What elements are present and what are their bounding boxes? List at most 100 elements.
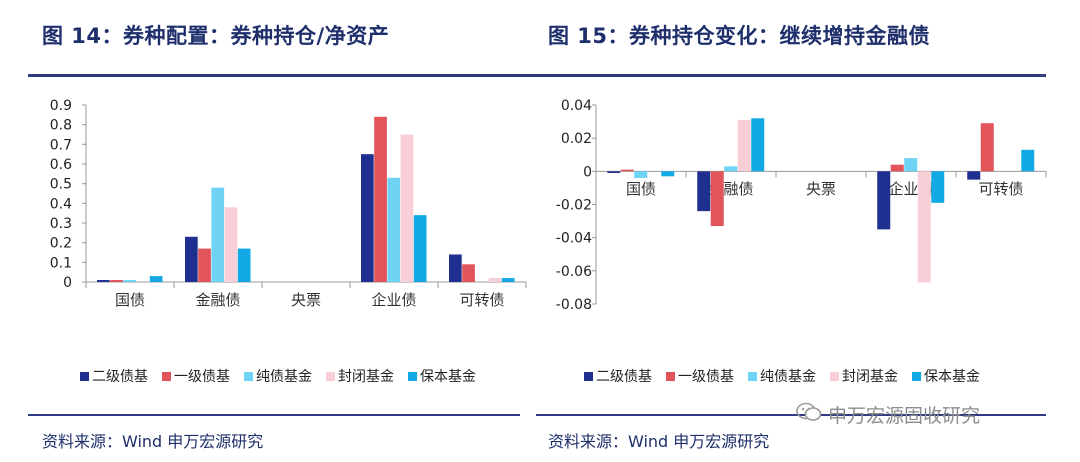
chart-1-category-label: 国债 — [626, 180, 656, 198]
legend-item: 二级债基 — [584, 366, 652, 386]
chart-0-bar-二级债基 — [449, 254, 462, 282]
chart-1-bar-二级债基 — [607, 171, 621, 173]
chart-1-category-label: 可转债 — [978, 180, 1023, 198]
chart-0-bar-封闭基金 — [488, 278, 502, 282]
chart-1-y-tick-label: -0.06 — [556, 264, 592, 280]
chart-0-bar-一级债基 — [110, 280, 123, 282]
legend-label: 一级债基 — [174, 369, 230, 385]
figure-14-source: 资料来源：Wind 申万宏源研究 — [42, 432, 264, 451]
chart-0-bar-保本基金 — [413, 215, 427, 282]
legend-label: 封闭基金 — [338, 369, 394, 385]
legend-label: 二级债基 — [92, 369, 148, 385]
chart-0-bar-二级债基 — [185, 236, 198, 282]
legend-item: 一级债基 — [666, 366, 734, 386]
chart-0-category-label: 央票 — [291, 291, 321, 309]
chart-1-bar-封闭基金 — [737, 119, 751, 172]
chart-1-y-tick-label: -0.08 — [556, 297, 592, 313]
legend-item: 一级债基 — [162, 366, 230, 386]
legend-label: 一级债基 — [678, 369, 734, 385]
chart-1-bar-二级债基 — [877, 171, 891, 230]
chart-0-y-tick-label: 0.3 — [50, 216, 72, 232]
chart-1-y-tick-label: -0.02 — [556, 198, 592, 214]
chart-1-bar-二级债基 — [967, 171, 981, 180]
legend-swatch — [162, 371, 171, 381]
chart-0-bar-一级债基 — [374, 116, 387, 282]
chart-0-category-label: 金融债 — [195, 291, 240, 309]
legend-label: 纯债基金 — [256, 369, 312, 385]
chart-0-bar-保本基金 — [237, 248, 251, 282]
chart-0-y-tick-label: 0.2 — [50, 236, 72, 252]
chart-15-legend: 二级债基 一级债基 纯债基金 封闭基金 保本基金 — [584, 366, 980, 386]
footer-rule-right — [536, 414, 1046, 416]
chart-1-bar-一级债基 — [710, 171, 724, 227]
chart-1-bar-一级债基 — [980, 123, 994, 172]
chart-0-category-label: 国债 — [115, 291, 145, 309]
chart-0-category-label: 可转债 — [459, 291, 504, 309]
legend-swatch — [244, 371, 253, 381]
legend-label: 纯债基金 — [760, 369, 816, 385]
chart-0-y-tick-label: 0.6 — [50, 157, 72, 173]
figure-15-source: 资料来源：Wind 申万宏源研究 — [548, 432, 770, 451]
legend-swatch — [584, 371, 593, 381]
chart-1-bar-保本基金 — [661, 171, 675, 177]
chart-0-y-tick-label: 0.9 — [50, 98, 72, 114]
footer-rule-left — [28, 414, 520, 416]
legend-swatch — [408, 371, 417, 381]
legend-item: 纯债基金 — [244, 366, 312, 386]
legend-label: 封闭基金 — [842, 369, 898, 385]
chart-0-bar-保本基金 — [149, 276, 163, 282]
legend-item: 封闭基金 — [830, 366, 898, 386]
chart-0-bar-一级债基 — [462, 264, 475, 282]
chart-0-y-tick-label: 0.7 — [50, 137, 72, 153]
chart-1-bar-二级债基 — [697, 171, 711, 212]
chart-1-bar-一级债基 — [620, 169, 634, 172]
chart-0-bar-二级债基 — [361, 154, 374, 282]
legend-swatch — [912, 371, 921, 381]
chart-0-bar-封闭基金 — [224, 207, 238, 282]
chart-0-bar-一级债基 — [198, 248, 211, 282]
legend-item: 二级债基 — [80, 366, 148, 386]
chart-0-y-tick-label: 0.8 — [50, 118, 72, 134]
chart-1-y-tick-label: 0 — [583, 164, 592, 180]
watermark-text: 申万宏源固收研究 — [828, 405, 981, 427]
figure-14-title: 图 14：券种配置：券种持仓/净资产 — [42, 24, 390, 48]
chart-0-y-tick-label: 0.1 — [50, 255, 72, 271]
chart-1-bar-纯债基金 — [904, 158, 918, 172]
legend-swatch — [748, 371, 757, 381]
legend-swatch — [80, 371, 89, 381]
legend-label: 保本基金 — [924, 369, 980, 385]
chart-1-bar-纯债基金 — [634, 171, 648, 178]
legend-swatch — [326, 371, 335, 381]
wechat-icon — [796, 402, 822, 427]
chart-0-y-tick-label: 0 — [63, 275, 72, 291]
chart-0-category-label: 企业债 — [371, 291, 416, 309]
legend-item: 纯债基金 — [748, 366, 816, 386]
chart-1-bar-封闭基金 — [917, 171, 931, 283]
chart-14-legend: 二级债基 一级债基 纯债基金 封闭基金 保本基金 — [80, 366, 476, 386]
chart-1-y-tick-label: 0.02 — [561, 131, 592, 147]
chart-1-y-tick-label: 0.04 — [561, 98, 592, 114]
header-rule — [28, 74, 1046, 77]
figure-15-title: 图 15：券种持仓变化：继续增持金融债 — [548, 24, 931, 48]
chart-1-bar-保本基金 — [931, 171, 945, 203]
chart-0-bar-纯债基金 — [211, 187, 225, 282]
chart-1-category-label: 央票 — [806, 180, 836, 198]
watermark: 申万宏源固收研究 — [796, 401, 980, 428]
legend-item: 封闭基金 — [326, 366, 394, 386]
chart-1-y-tick-label: -0.04 — [556, 231, 592, 247]
chart-0-bar-封闭基金 — [400, 134, 414, 282]
chart-0-bar-纯债基金 — [387, 177, 401, 282]
legend-item: 保本基金 — [912, 366, 980, 386]
chart-0-bar-纯债基金 — [123, 280, 137, 282]
legend-label: 二级债基 — [596, 369, 652, 385]
legend-swatch — [830, 371, 839, 381]
chart-1-bar-保本基金 — [1021, 149, 1035, 172]
chart-0-bar-二级债基 — [97, 280, 110, 282]
legend-label: 保本基金 — [420, 369, 476, 385]
chart-0-y-tick-label: 0.5 — [50, 177, 72, 193]
chart-0-bar-保本基金 — [501, 278, 515, 282]
legend-item: 保本基金 — [408, 366, 476, 386]
legend-swatch — [666, 371, 675, 381]
chart-1-bar-纯债基金 — [724, 166, 738, 172]
